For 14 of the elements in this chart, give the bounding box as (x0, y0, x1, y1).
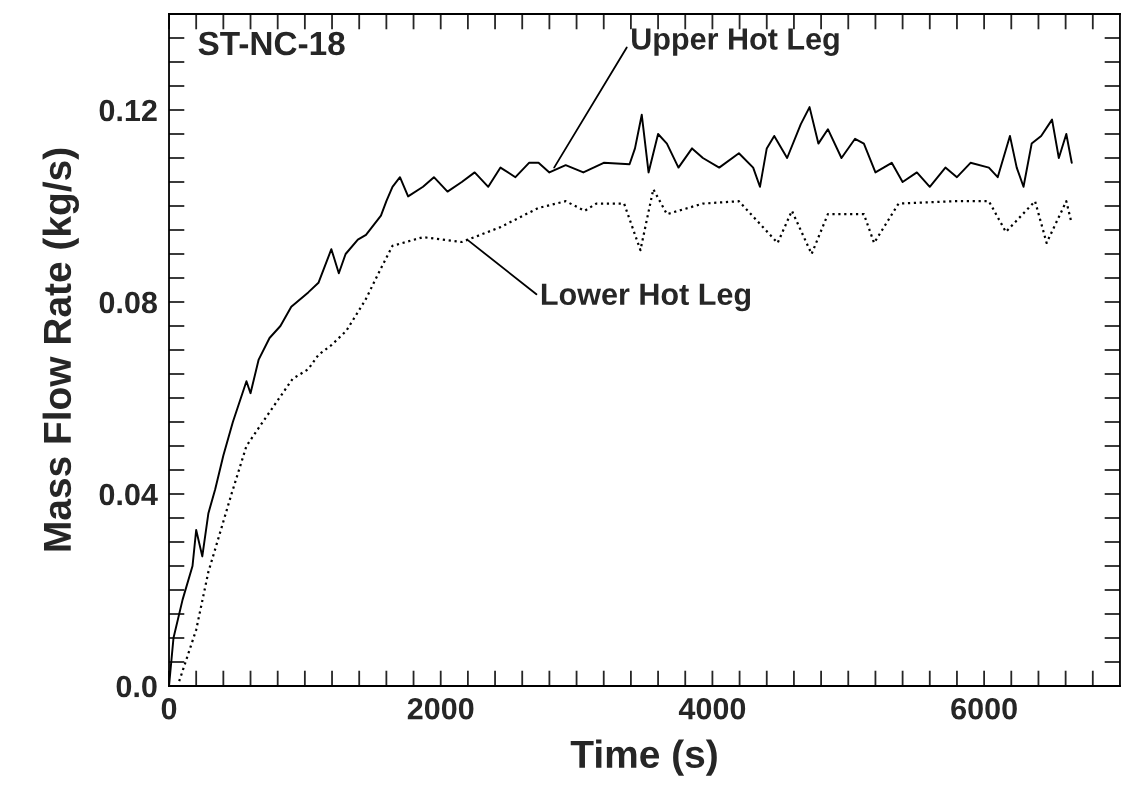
x-tick-label: 4000 (678, 697, 746, 720)
x-axis-title: Time (s) (570, 739, 717, 776)
annotation: Lower Hot Leg (541, 283, 751, 312)
y-tick-label: 0.08 (99, 291, 157, 314)
x-tick-label: 0 (161, 697, 177, 720)
annotation: ST-NC-18 (198, 31, 345, 56)
x-tick-label: 6000 (951, 697, 1017, 720)
annotation: Upper Hot Leg (632, 28, 839, 56)
y-axis-title: Mass Flow Rate (kg/s) (42, 148, 79, 551)
y-tick-label: 0.0 (116, 675, 157, 698)
x-tick-label: 2000 (407, 697, 474, 720)
y-tick-label: 0.04 (99, 483, 158, 506)
y-tick-label: 0.12 (99, 99, 157, 122)
line-series (178, 188, 1073, 683)
